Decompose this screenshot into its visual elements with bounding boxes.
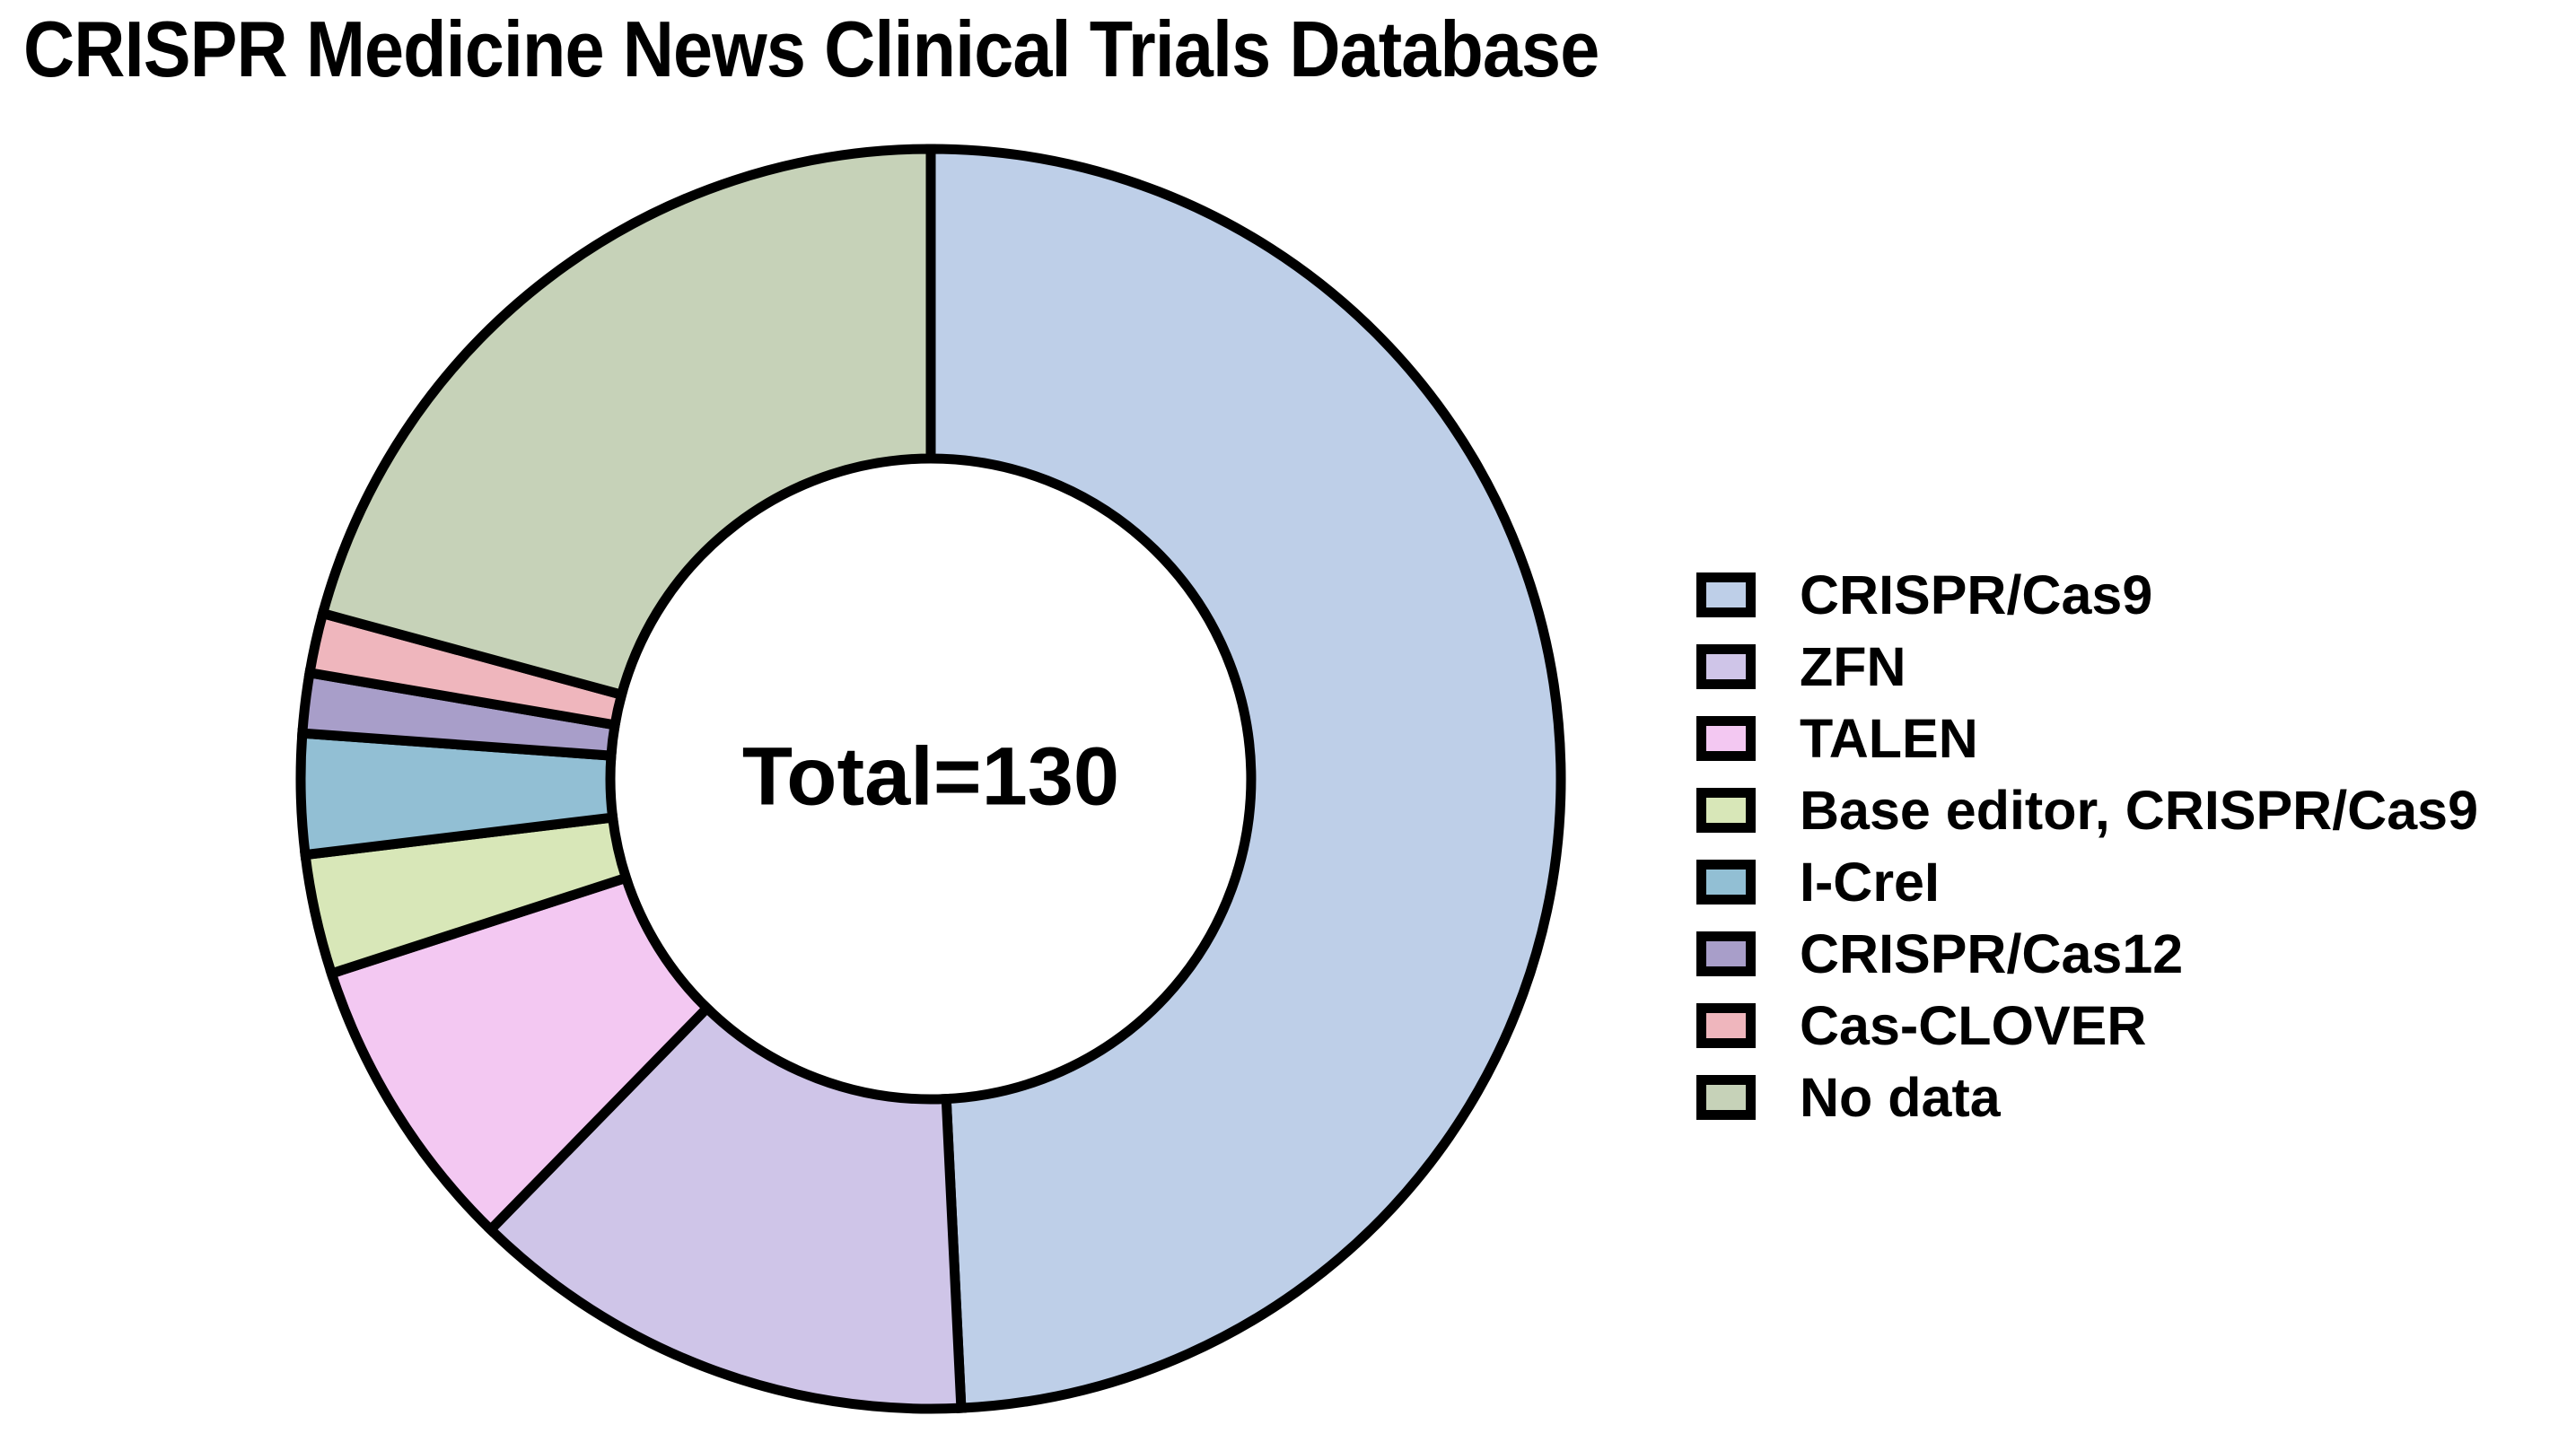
legend-swatch xyxy=(1696,860,1756,905)
legend-label: Cas-CLOVER xyxy=(1800,995,2147,1056)
legend-label: CRISPR/Cas9 xyxy=(1800,564,2153,625)
legend-swatch xyxy=(1696,644,1756,689)
legend-item-crispr-cas12: CRISPR/Cas12 xyxy=(1696,923,2478,984)
chart-title: CRISPR Medicine News Clinical Trials Dat… xyxy=(23,4,1599,93)
legend-swatch xyxy=(1696,1075,1756,1120)
legend-label: Base editor, CRISPR/Cas9 xyxy=(1800,780,2479,841)
donut-center-total-label: Total=130 xyxy=(741,730,1120,823)
legend-item-crispr-cas9: CRISPR/Cas9 xyxy=(1696,564,2478,625)
legend-item-i-crei: I-CreI xyxy=(1696,852,2478,913)
legend-label: I-CreI xyxy=(1800,852,1940,913)
chart-legend: CRISPR/Cas9 ZFN TALEN Base editor, CRISP… xyxy=(1696,564,2479,1128)
legend-label: CRISPR/Cas12 xyxy=(1800,923,2184,984)
legend-item-zfn: ZFN xyxy=(1696,636,2478,697)
donut-slice-crispr-cas9 xyxy=(925,144,1566,1413)
legend-item-cas-clover: Cas-CLOVER xyxy=(1696,995,2478,1056)
legend-label: ZFN xyxy=(1800,636,1906,697)
donut-slice-no-data xyxy=(316,144,936,701)
legend-swatch xyxy=(1696,1003,1756,1048)
legend-item-no-data: No data xyxy=(1696,1067,2478,1128)
legend-label: No data xyxy=(1800,1067,2001,1128)
legend-item-base-editor-crispr-cas9: Base editor, CRISPR/Cas9 xyxy=(1696,780,2479,841)
legend-swatch xyxy=(1696,931,1756,976)
legend-item-talen: TALEN xyxy=(1696,708,2478,769)
legend-swatch xyxy=(1696,716,1756,761)
donut-slice-zfn xyxy=(483,1001,967,1414)
legend-label: TALEN xyxy=(1800,708,1978,769)
donut-slice-talen xyxy=(325,871,714,1237)
legend-swatch xyxy=(1696,572,1756,617)
legend-swatch xyxy=(1696,788,1756,833)
